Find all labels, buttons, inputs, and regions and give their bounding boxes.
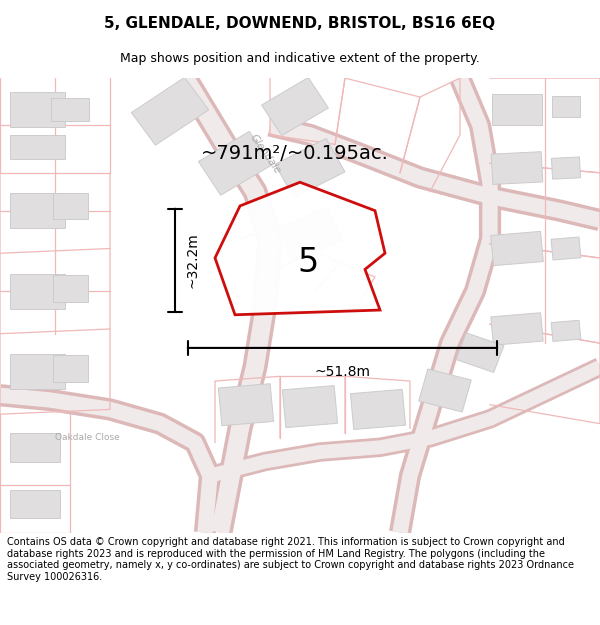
- Polygon shape: [10, 193, 65, 228]
- Polygon shape: [10, 136, 65, 159]
- Polygon shape: [51, 98, 89, 121]
- Text: 5, GLENDALE, DOWNEND, BRISTOL, BS16 6EQ: 5, GLENDALE, DOWNEND, BRISTOL, BS16 6EQ: [104, 16, 496, 31]
- Polygon shape: [456, 333, 504, 372]
- Polygon shape: [215, 182, 385, 315]
- Polygon shape: [275, 139, 345, 198]
- Polygon shape: [551, 320, 581, 341]
- Polygon shape: [10, 92, 65, 127]
- Polygon shape: [131, 78, 209, 145]
- Polygon shape: [551, 237, 581, 260]
- Polygon shape: [492, 94, 542, 124]
- Polygon shape: [10, 490, 60, 518]
- Text: Glendale: Glendale: [248, 132, 283, 176]
- Polygon shape: [350, 389, 406, 429]
- Polygon shape: [277, 207, 343, 262]
- Polygon shape: [283, 386, 338, 428]
- Polygon shape: [551, 157, 581, 179]
- Polygon shape: [491, 231, 543, 266]
- Text: Contains OS data © Crown copyright and database right 2021. This information is : Contains OS data © Crown copyright and d…: [7, 537, 574, 582]
- Text: ~791m²/~0.195ac.: ~791m²/~0.195ac.: [201, 144, 389, 163]
- Text: Oakdale Close: Oakdale Close: [55, 433, 120, 442]
- Polygon shape: [419, 369, 471, 412]
- Polygon shape: [262, 78, 328, 136]
- Polygon shape: [218, 384, 274, 426]
- Polygon shape: [10, 354, 65, 389]
- Polygon shape: [53, 356, 88, 382]
- Polygon shape: [10, 274, 65, 309]
- Polygon shape: [53, 192, 88, 219]
- Polygon shape: [552, 96, 580, 117]
- Polygon shape: [491, 312, 543, 345]
- Polygon shape: [199, 131, 272, 195]
- Polygon shape: [491, 152, 543, 184]
- Text: 5: 5: [298, 246, 319, 279]
- Text: Map shows position and indicative extent of the property.: Map shows position and indicative extent…: [120, 52, 480, 65]
- Polygon shape: [10, 433, 60, 461]
- Text: ~51.8m: ~51.8m: [314, 365, 371, 379]
- Text: ~32.2m: ~32.2m: [185, 232, 199, 288]
- Polygon shape: [53, 275, 88, 301]
